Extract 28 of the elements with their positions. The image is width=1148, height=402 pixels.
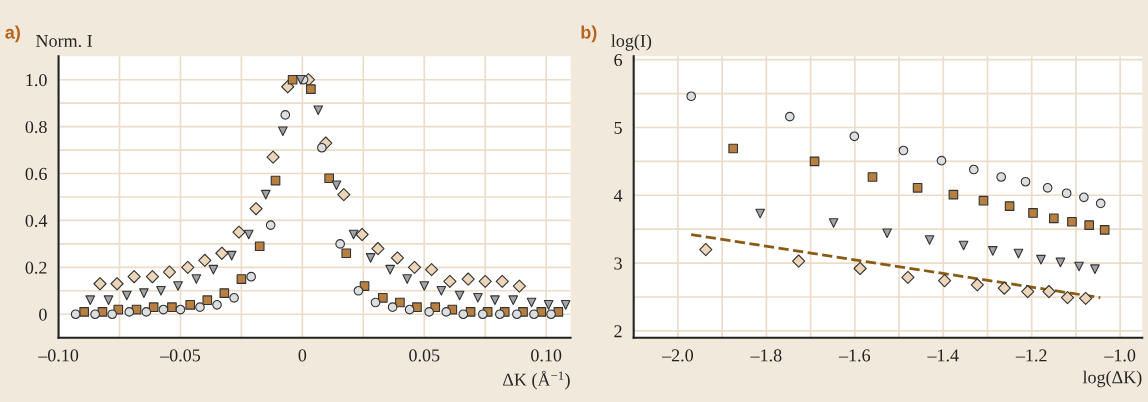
- y-tick-label: 2: [614, 325, 622, 338]
- x-tick-label: –1.0: [1104, 349, 1136, 362]
- x-tick-label: –1.4: [927, 349, 959, 362]
- x-tick-label: –0.10: [38, 349, 79, 362]
- x-tick-label: 0.05: [409, 349, 440, 362]
- x-tick-label: –2.0: [662, 349, 694, 362]
- y-tick-label: 6: [614, 53, 623, 67]
- y-tick-label: 0.2: [25, 261, 47, 274]
- x-axis-title: log(ΔK): [1082, 370, 1142, 388]
- x-tick-label: –1.2: [1015, 349, 1047, 362]
- chart-title: b): [581, 25, 597, 43]
- y-axis-title: log(I): [611, 34, 652, 51]
- y-tick-label: 0.8: [25, 120, 47, 134]
- x-tick-label: –1.6: [838, 349, 871, 362]
- y-tick-label: 0: [39, 308, 47, 321]
- y-tick-label: 5: [614, 121, 622, 134]
- y-tick-label: 0.6: [25, 167, 47, 181]
- y-tick-label: 0.4: [25, 214, 48, 227]
- x-tick-label: –0.05: [160, 349, 201, 362]
- y-tick-label: 1.0: [26, 73, 47, 87]
- x-tick-label: 0: [298, 349, 307, 362]
- y-tick-label: 3: [614, 257, 622, 270]
- y-axis-title: Norm. I: [36, 34, 93, 48]
- y-tick-label: 4: [613, 189, 623, 202]
- x-axis-title: ΔK (Å$^{−1}$): [502, 370, 570, 390]
- chart-title: a): [5, 25, 20, 43]
- x-tick-label: –1.8: [750, 349, 782, 362]
- x-tick-label: 0.10: [531, 349, 562, 362]
